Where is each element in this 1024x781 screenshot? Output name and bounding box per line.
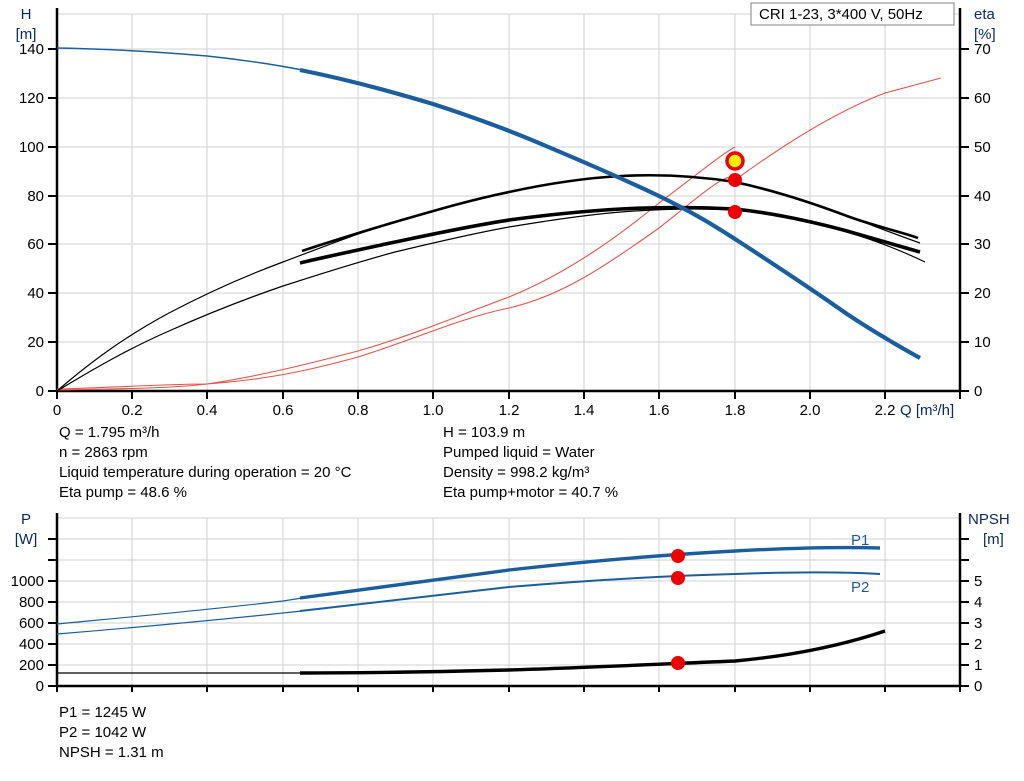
upper-right-axis-name: eta <box>974 6 996 23</box>
duty-marker-eta-pump <box>728 173 742 187</box>
lower-right-tick-1: 1 <box>974 657 982 674</box>
lower-left-tick-0: 0 <box>36 678 44 695</box>
upper-x-tick-20: 2.0 <box>800 402 821 419</box>
upper-right-ticks <box>960 48 969 392</box>
duty-marker-p2 <box>671 571 685 585</box>
lower-left-tick-200: 200 <box>19 657 44 674</box>
upper-left-ticks <box>48 48 57 392</box>
upper-right-tick-50: 50 <box>974 139 991 156</box>
info-left-line-1: Q = 1.795 m³/h <box>59 424 159 441</box>
upper-x-tick-0: 0 <box>53 402 61 419</box>
upper-right-tick-70: 70 <box>974 41 991 58</box>
lower-right-tick-2: 2 <box>974 636 982 653</box>
info-left-line-4: Eta pump = 48.6 % <box>59 484 187 501</box>
lower-right-axis-unit: [m] <box>983 531 1004 548</box>
upper-right-tick-10: 10 <box>974 334 991 351</box>
duty-marker-eta-pump-motor <box>728 205 742 219</box>
lower-left-tick-400: 400 <box>19 636 44 653</box>
lower-left-tick-600: 600 <box>19 615 44 632</box>
upper-x-tick-16: 1.6 <box>649 402 670 419</box>
p2-series-label: P2 <box>851 579 869 596</box>
duty-marker-head <box>725 151 745 171</box>
upper-x-tick-22: 2.2 <box>875 402 896 419</box>
p1-curve-thin <box>56 597 303 625</box>
eta-pump-curve-bold <box>301 173 919 253</box>
upper-left-tick-0: 0 <box>36 383 44 400</box>
lower-left-ticks <box>48 538 57 687</box>
upper-x-tick-02: 0.2 <box>122 402 143 419</box>
upper-x-tick-10: 1.0 <box>423 402 444 419</box>
upper-x-tick-04: 0.4 <box>197 402 218 419</box>
info-right-line-2: Pumped liquid = Water <box>443 444 595 461</box>
lower-x-ticks <box>56 686 961 692</box>
lower-chart: 0 200 400 600 800 1000 0 1 2 3 4 5 P [W]… <box>11 511 1010 695</box>
p2-curve-bold <box>299 571 881 612</box>
eta-pump-motor-curve-bold <box>299 205 921 265</box>
duty-marker-p1 <box>671 549 685 563</box>
upper-right-tick-60: 60 <box>974 90 991 107</box>
info-left-line-3: Liquid temperature during operation = 20… <box>59 464 352 481</box>
upper-right-tick-40: 40 <box>974 188 991 205</box>
upper-chart: 0 20 40 60 80 100 120 140 0 10 20 30 40 … <box>16 2 996 419</box>
power-info-line-3: NPSH = 1.31 m <box>59 744 164 761</box>
upper-x-tick-06: 0.6 <box>273 402 294 419</box>
lower-right-tick-3: 3 <box>974 615 982 632</box>
title-box-label: CRI 1-23, 3*400 V, 50Hz <box>759 6 923 23</box>
head-curve-bold <box>299 67 922 360</box>
upper-left-axis-name: H <box>21 6 32 23</box>
lower-right-ticks <box>960 538 969 687</box>
info-right-line-4: Eta pump+motor = 40.7 % <box>443 484 618 501</box>
p1-series-label: P1 <box>851 532 869 549</box>
lower-left-axis-unit: [W] <box>15 531 38 548</box>
upper-x-tick-08: 0.8 <box>348 402 369 419</box>
npsh-reference-curve-lower <box>56 146 736 391</box>
upper-right-tick-0: 0 <box>974 383 982 400</box>
lower-right-axis-name: NPSH <box>968 511 1010 528</box>
power-info-line-2: P2 = 1042 W <box>59 724 147 741</box>
upper-left-tick-140: 140 <box>19 41 44 58</box>
info-right-line-3: Density = 998.2 kg/m³ <box>443 464 589 481</box>
upper-x-tick-12: 1.2 <box>499 402 520 419</box>
upper-left-axis-unit: [m] <box>16 26 37 43</box>
upper-left-tick-20: 20 <box>27 334 44 351</box>
power-info-line-1: P1 = 1245 W <box>59 704 147 721</box>
lower-right-tick-4: 4 <box>974 594 982 611</box>
upper-right-tick-20: 20 <box>974 285 991 302</box>
lower-left-tick-800: 800 <box>19 594 44 611</box>
upper-left-tick-60: 60 <box>27 236 44 253</box>
lower-left-tick-1000: 1000 <box>11 573 44 590</box>
info-left-line-2: n = 2863 rpm <box>59 444 148 461</box>
duty-point-info: Q = 1.795 m³/h n = 2863 rpm Liquid tempe… <box>59 424 618 501</box>
upper-left-tick-100: 100 <box>19 139 44 156</box>
lower-right-tick-5: 5 <box>974 573 982 590</box>
lower-right-tick-0: 0 <box>974 678 982 695</box>
upper-x-tick-18: 1.8 <box>725 402 746 419</box>
upper-left-tick-120: 120 <box>19 90 44 107</box>
head-curve-thin <box>56 47 303 71</box>
upper-left-tick-80: 80 <box>27 188 44 205</box>
upper-x-tick-14: 1.4 <box>574 402 595 419</box>
p2-curve-thin <box>56 610 303 635</box>
npsh-curve-bold <box>299 629 886 675</box>
duty-marker-npsh <box>671 656 685 670</box>
p1-curve-bold <box>299 545 881 600</box>
title-box <box>750 2 955 26</box>
upper-left-tick-40: 40 <box>27 285 44 302</box>
upper-x-ticks <box>56 391 961 399</box>
lower-left-axis-name: P <box>21 511 31 528</box>
power-info: P1 = 1245 W P2 = 1042 W NPSH = 1.31 m <box>59 704 164 761</box>
info-right-line-1: H = 103.9 m <box>443 424 525 441</box>
upper-x-axis-label: Q [m³/h] <box>900 402 954 419</box>
upper-right-axis-unit: [%] <box>974 26 996 43</box>
upper-right-tick-30: 30 <box>974 236 991 253</box>
